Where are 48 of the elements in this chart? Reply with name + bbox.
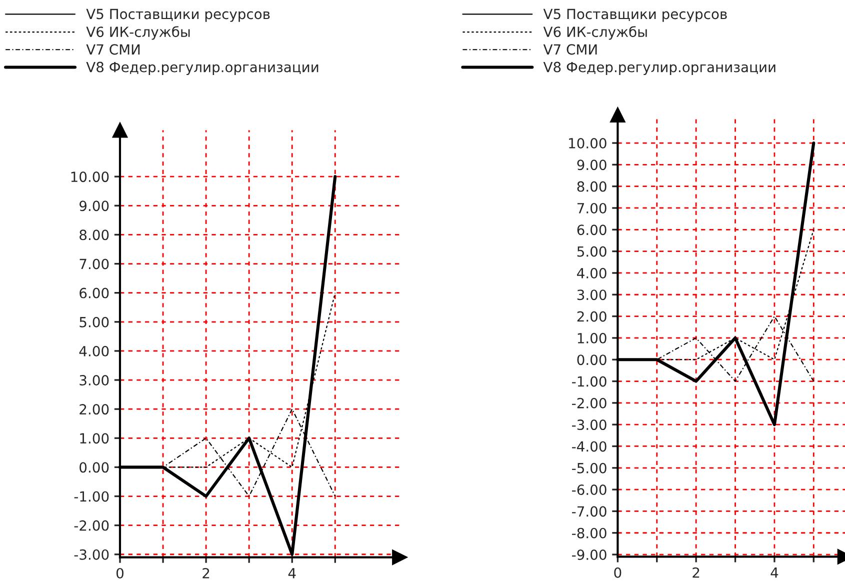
y-tick-label: -1.00 bbox=[572, 376, 606, 387]
x-tick-label: 0 bbox=[116, 568, 124, 578]
y-tick-label: -3.00 bbox=[572, 420, 606, 430]
y-tick-label: 5.00 bbox=[577, 246, 606, 257]
y-tick-label: 7.00 bbox=[80, 258, 109, 270]
y-tick-label: -7.00 bbox=[572, 506, 606, 517]
y-tick-label: -9.00 bbox=[572, 550, 606, 560]
x-tick-label: 4 bbox=[770, 568, 778, 578]
legend-label: V6 ИК-службы bbox=[86, 26, 190, 40]
legend-label: V8 Федер.регулир.организации bbox=[86, 62, 318, 75]
x-tick-label: 4 bbox=[288, 568, 296, 578]
y-tick-label: -2.00 bbox=[74, 520, 109, 531]
y-tick-label: 4.00 bbox=[577, 268, 606, 278]
y-tick-label: 9.00 bbox=[80, 200, 109, 212]
y-tick-label: -3.00 bbox=[74, 549, 109, 560]
y-tick-label: -8.00 bbox=[572, 528, 606, 538]
legend-label: V8 Федер.регулир.организации bbox=[543, 62, 776, 75]
y-tick-label: 8.00 bbox=[80, 230, 109, 240]
y-tick-label: 10.00 bbox=[569, 138, 606, 148]
y-tick-label: -1.00 bbox=[74, 491, 109, 502]
y-tick-label: 5.00 bbox=[80, 316, 109, 328]
legend-label: V7 СМИ bbox=[86, 44, 140, 55]
legend-label: V7 СМИ bbox=[543, 44, 597, 55]
legend-label: V6 ИК-службы bbox=[543, 26, 647, 40]
y-tick-label: 3.00 bbox=[577, 290, 606, 300]
legend-label: V5 Поставщики ресурсов bbox=[543, 8, 727, 22]
y-tick-label: 4.00 bbox=[79, 346, 109, 356]
y-tick-label: 2.00 bbox=[80, 404, 109, 415]
legend-label: V5 Поставщики ресурсов bbox=[86, 8, 270, 22]
y-tick-label: 9.00 bbox=[577, 160, 606, 170]
x-tick-label: 0 bbox=[614, 567, 622, 578]
y-tick-label: -5.00 bbox=[572, 462, 606, 474]
y-tick-label: 1.00 bbox=[578, 332, 606, 344]
y-tick-label: 2.00 bbox=[577, 311, 606, 322]
y-tick-label: 7.00 bbox=[577, 202, 606, 214]
y-tick-label: -6.00 bbox=[572, 484, 606, 496]
y-tick-label: 0.00 bbox=[80, 462, 109, 473]
y-tick-label: 1.00 bbox=[80, 433, 109, 444]
y-tick-label: -2.00 bbox=[572, 398, 606, 408]
y-tick-label: 0.00 bbox=[577, 354, 606, 366]
y-tick-label: -4.00 bbox=[572, 441, 606, 452]
y-tick-label: 6.00 bbox=[80, 288, 109, 298]
x-tick-label: 2 bbox=[202, 568, 210, 578]
y-tick-label: 3.00 bbox=[80, 374, 109, 386]
y-tick-label: 10.00 bbox=[71, 172, 109, 182]
y-tick-label: 6.00 bbox=[577, 224, 606, 236]
y-tick-label: 8.00 bbox=[577, 181, 606, 192]
x-tick-label: 2 bbox=[692, 567, 700, 578]
